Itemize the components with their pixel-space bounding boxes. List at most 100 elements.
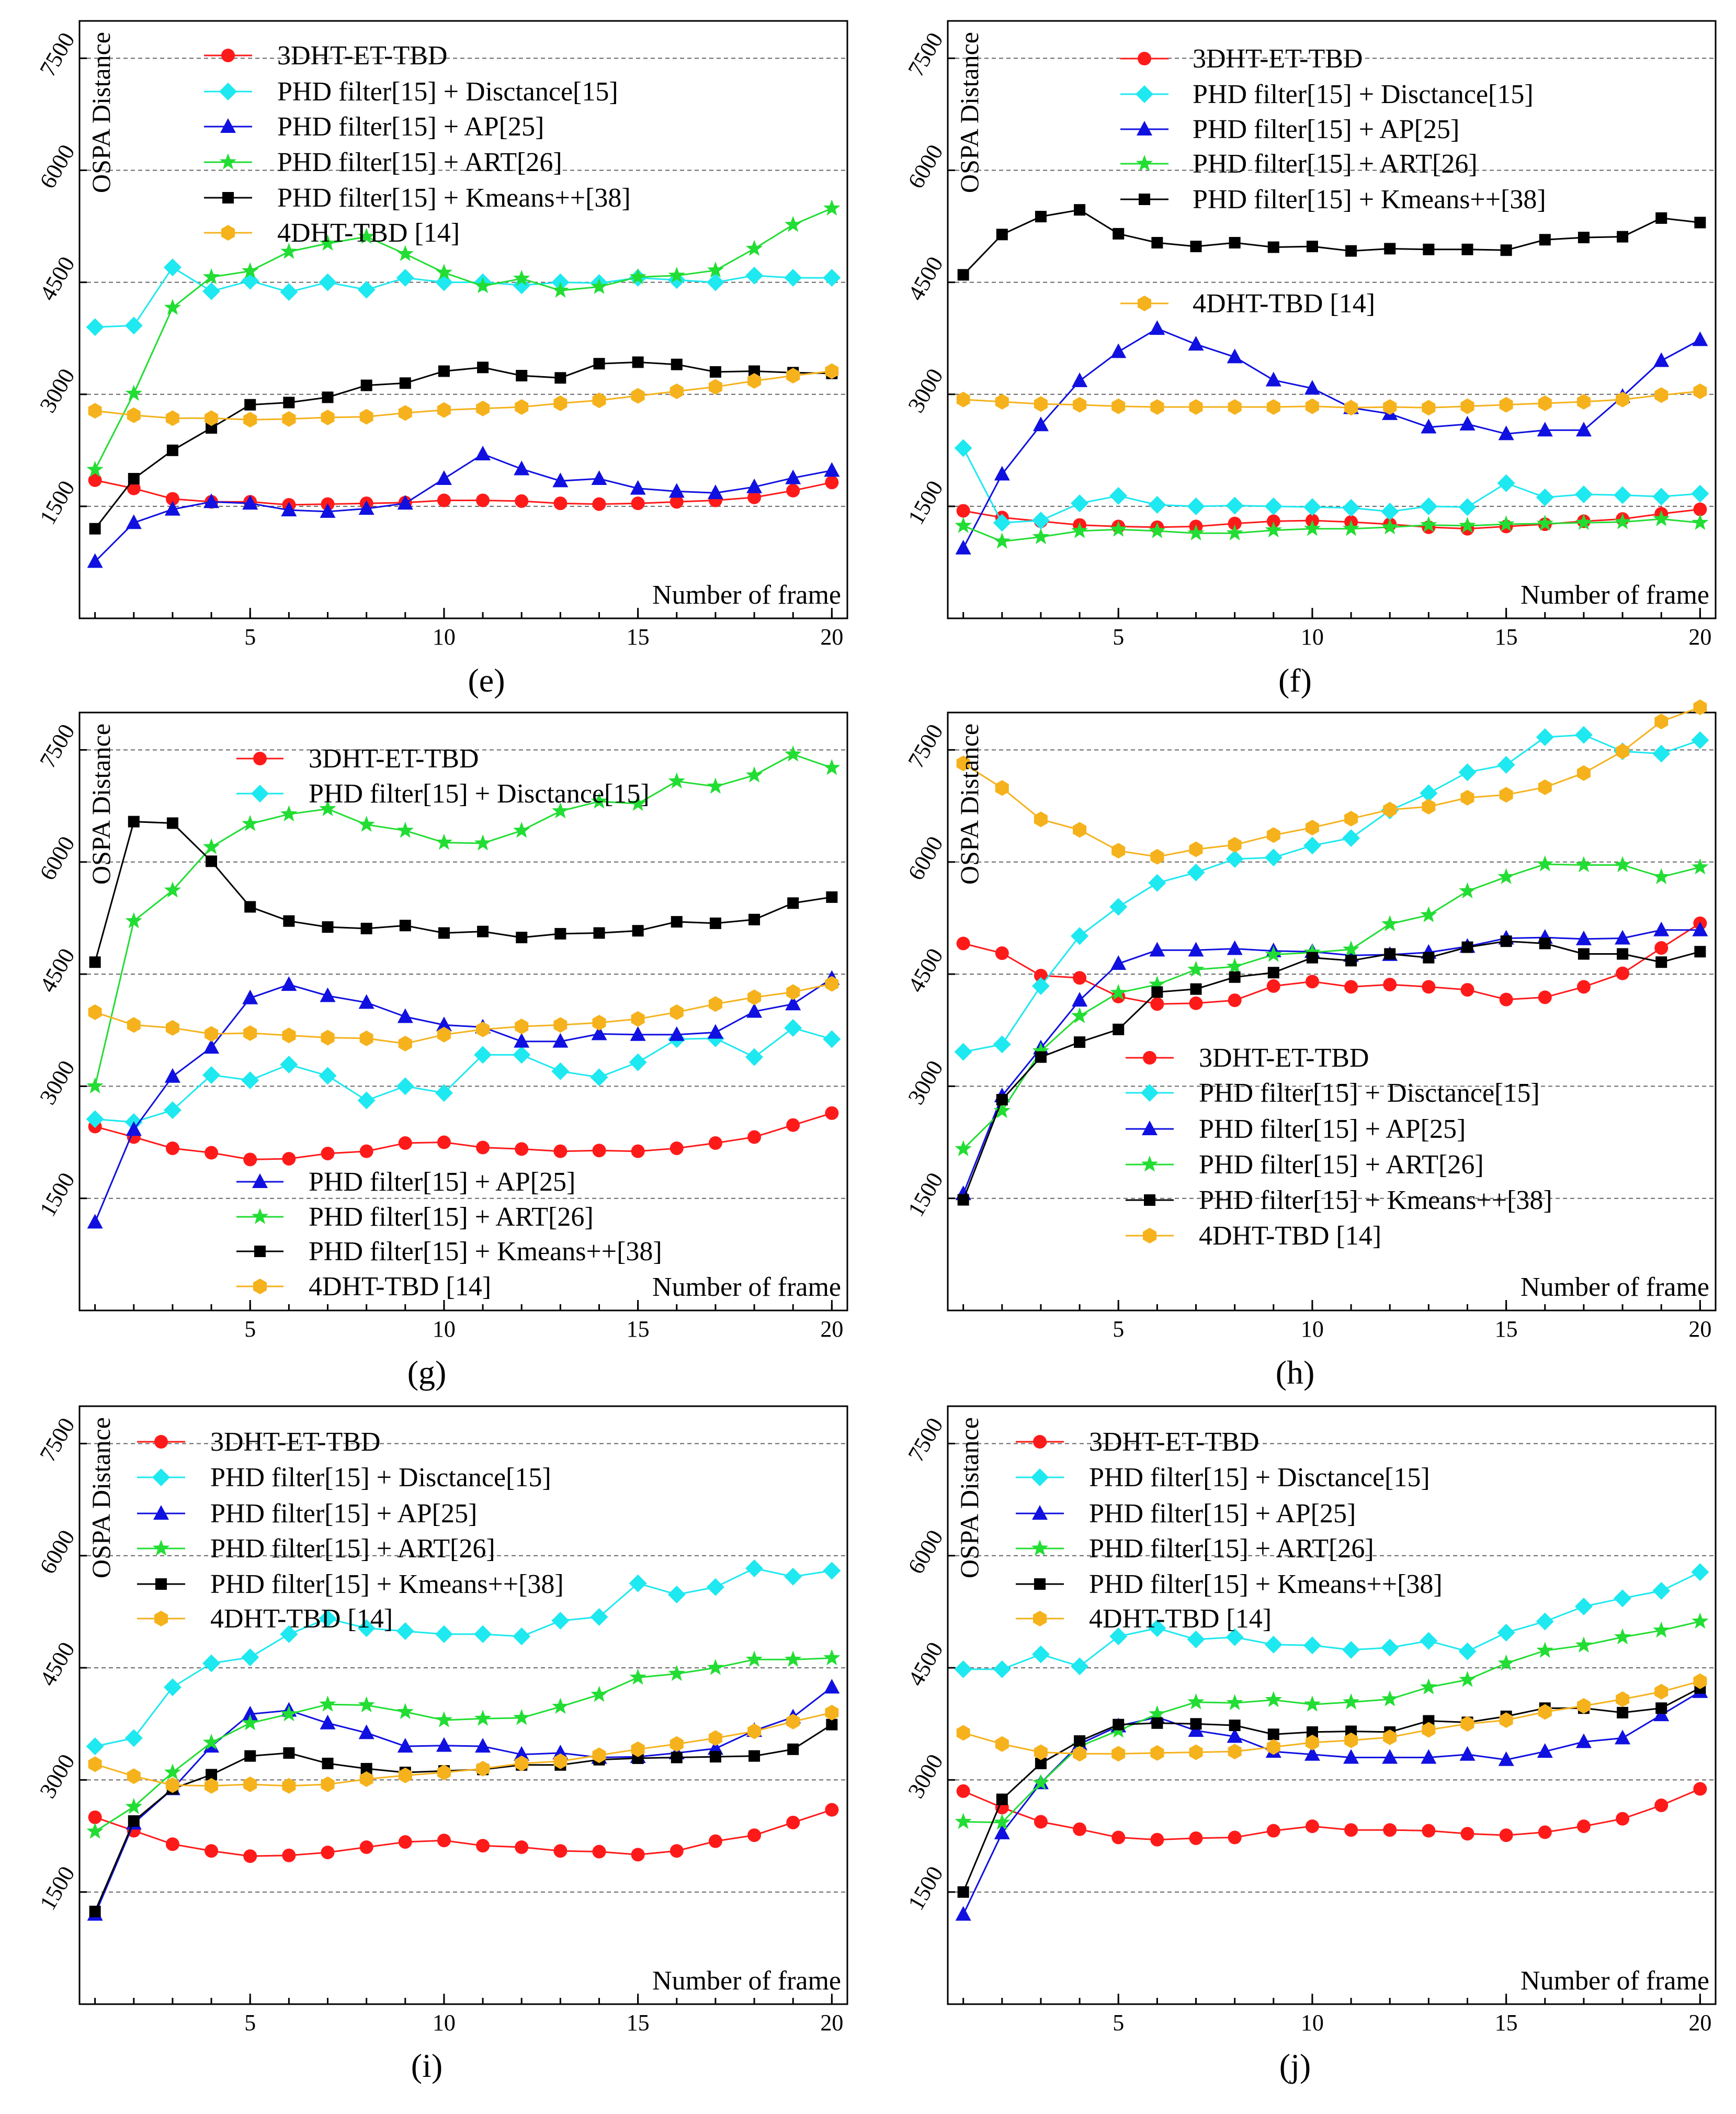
data-point-art-19 (1653, 510, 1670, 526)
data-point-ap-17 (1575, 1733, 1592, 1748)
series-line (94, 753, 832, 1087)
x-tick-label-5: 5 (244, 2010, 256, 2036)
data-point-disctance-16 (667, 1586, 686, 1604)
data-point-disctance-14 (590, 1608, 608, 1626)
data-point-disctance-9 (396, 1077, 414, 1095)
data-point-ap-9 (1265, 371, 1281, 387)
data-point-disctance-12 (513, 1627, 531, 1646)
data-point-art-14 (591, 1686, 608, 1702)
data-point-kmeans-7 (1190, 1718, 1202, 1730)
data-point-ap-8 (1227, 1728, 1243, 1743)
data-point-ap-13 (552, 472, 569, 488)
data-point-3dht-et-tbd-10 (437, 1834, 451, 1848)
legend-label-art: PHD filter[15] + ART[26] (1199, 1150, 1484, 1180)
x-tick-label-5: 5 (1113, 1316, 1124, 1342)
legend: 3DHT-ET-TBD PHD filter[15] + Disctance[15… (1016, 1427, 1443, 1634)
legend-marker-4dht (1138, 296, 1151, 311)
data-point-kmeans-17 (709, 366, 721, 378)
data-point-4dht-20 (825, 976, 839, 992)
data-point-4dht-20 (825, 1704, 839, 1721)
data-point-4dht-2 (995, 780, 1009, 796)
data-point-4dht-4 (1073, 822, 1087, 838)
legend-label-3dht-et-tbd: 3DHT-ET-TBD (210, 1427, 380, 1457)
data-point-ap-20 (1692, 331, 1708, 346)
data-point-art-17 (707, 777, 724, 794)
data-point-kmeans-20 (826, 1719, 838, 1731)
y-tick-label-6000: 6000 (903, 1525, 948, 1578)
legend-label-ap: PHD filter[15] + AP[25] (1199, 1114, 1466, 1144)
legend-label-art: PHD filter[15] + ART[26] (1089, 1534, 1374, 1564)
data-point-3dht-et-tbd-11 (476, 493, 490, 507)
data-point-4dht-5 (243, 412, 257, 428)
data-point-4dht-14 (1460, 1716, 1474, 1732)
data-point-disctance-14 (1458, 763, 1477, 782)
data-point-art-14 (1459, 517, 1476, 533)
legend-marker-disctance (219, 83, 237, 100)
data-point-4dht-18 (747, 373, 762, 389)
legend-label-3dht-et-tbd: 3DHT-ET-TBD (309, 744, 479, 774)
series-disctance (86, 1559, 841, 1756)
data-point-art-1 (955, 1140, 972, 1157)
data-point-4dht-4 (1073, 1746, 1087, 1762)
x-tick-label-5: 5 (244, 1316, 256, 1342)
series-line (94, 978, 833, 1223)
x-tick-label-15: 15 (627, 624, 650, 650)
series-line (962, 209, 1700, 276)
data-point-art-10 (1303, 943, 1321, 960)
data-point-kmeans-8 (360, 379, 372, 391)
data-point-disctance-5 (1109, 898, 1128, 916)
data-point-ap-10 (1304, 1746, 1320, 1761)
series-4dht (956, 1673, 1707, 1762)
data-point-3dht-et-tbd-20 (825, 1803, 839, 1817)
x-tick-label-20: 20 (1688, 624, 1711, 650)
data-point-4dht-5 (1111, 843, 1126, 859)
data-point-ap-5 (242, 495, 258, 510)
data-point-art-5 (242, 262, 259, 278)
data-point-disctance-12 (513, 276, 531, 295)
data-point-4dht-9 (1266, 1739, 1280, 1755)
data-point-disctance-2 (993, 1660, 1011, 1678)
data-point-kmeans-14 (1461, 243, 1473, 255)
data-point-kmeans-8 (1229, 1720, 1241, 1732)
data-point-disctance-20 (823, 1030, 841, 1048)
data-point-4dht-12 (1383, 399, 1397, 415)
data-point-kmeans-13 (554, 372, 566, 384)
data-point-ap-6 (281, 976, 297, 991)
data-point-4dht-2 (995, 1736, 1009, 1752)
data-point-disctance-13 (551, 1062, 570, 1080)
x-tick-label-10: 10 (1301, 2010, 1324, 2036)
data-point-4dht-7 (321, 1030, 335, 1046)
legend-label-art: PHD filter[15] + ART[26] (1193, 149, 1478, 179)
data-point-4dht-5 (1111, 1746, 1126, 1762)
data-point-disctance-19 (784, 1567, 802, 1586)
legend-label-3dht-et-tbd: 3DHT-ET-TBD (1193, 44, 1363, 74)
data-point-kmeans-8 (1229, 971, 1241, 983)
data-point-kmeans-9 (1267, 967, 1279, 979)
data-point-kmeans-11 (1345, 245, 1357, 257)
data-point-ap-16 (668, 1026, 685, 1041)
data-point-4dht-17 (708, 379, 722, 395)
data-point-4dht-6 (282, 1778, 296, 1794)
data-point-4dht-19 (1654, 714, 1669, 730)
y-tick-label-7500: 7500 (35, 720, 80, 773)
data-point-4dht-19 (1654, 1683, 1669, 1700)
data-point-kmeans-20 (826, 891, 838, 903)
data-point-kmeans-4 (1074, 204, 1086, 216)
data-point-art-20 (823, 199, 841, 216)
data-point-4dht-18 (1616, 391, 1630, 408)
data-point-4dht-1 (956, 1725, 970, 1741)
x-axis-label: Number of frame (1521, 1966, 1709, 1996)
data-point-disctance-10 (1303, 836, 1321, 855)
data-point-4dht-2 (127, 1768, 141, 1784)
legend-marker-art (219, 153, 237, 169)
data-point-disctance-20 (1691, 1563, 1709, 1581)
data-point-kmeans-15 (1500, 935, 1512, 947)
series-4dht (956, 383, 1707, 416)
series-line (963, 518, 1700, 542)
series-ap (955, 1683, 1708, 1921)
data-point-ap-13 (1421, 1749, 1437, 1764)
data-point-kmeans-4 (1074, 1036, 1086, 1048)
data-point-disctance-13 (551, 1612, 570, 1630)
data-point-3dht-et-tbd-6 (282, 1848, 296, 1862)
